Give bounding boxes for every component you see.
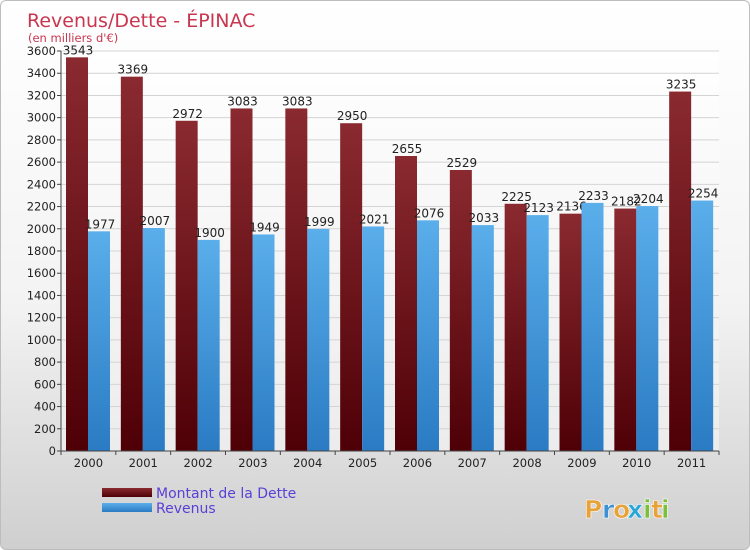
bar-dette — [504, 203, 527, 451]
data-label-revenus: 2007 — [140, 214, 171, 228]
data-label-dette: 3235 — [666, 78, 697, 92]
bar-revenus — [362, 226, 385, 451]
chart-title: Revenus/Dette - ÉPINAC — [27, 9, 255, 32]
grid — [61, 50, 719, 452]
data-label-revenus: 2021 — [359, 212, 390, 226]
data-label-dette: 3083 — [227, 94, 258, 108]
bar-dette — [669, 91, 692, 452]
data-label-dette: 2529 — [447, 156, 478, 170]
data-label-dette: 2950 — [337, 109, 368, 123]
bar-dette — [230, 108, 253, 451]
bar-dette — [120, 76, 143, 452]
axes: 0 200 400 600 800 1000 1200 1400 1600 1800 2000 220… — [27, 44, 720, 470]
y-tick-label: 1400 — [27, 288, 56, 302]
y-tick-label: 800 — [34, 355, 56, 369]
y-tick-label: 2400 — [27, 177, 56, 191]
logo-letter: x — [627, 495, 643, 524]
data-label-dette: 2225 — [501, 190, 532, 204]
logo-letter: i — [661, 495, 670, 524]
bar-dette — [340, 123, 363, 451]
legend-swatch-dette — [102, 488, 152, 497]
bar-revenus — [307, 228, 330, 451]
y-tick-label: 2000 — [27, 222, 56, 236]
x-tick-label: 2005 — [348, 456, 377, 470]
y-tick-label: 3000 — [27, 111, 56, 125]
y-tick-label: 1600 — [27, 266, 56, 280]
data-label-revenus: 2254 — [688, 187, 719, 201]
x-tick-label: 2011 — [677, 456, 706, 470]
legend-label-dette: Montant de la Dette — [156, 486, 296, 502]
bar-revenus — [691, 200, 714, 451]
bar-revenus — [252, 234, 275, 451]
y-tick-label: 3600 — [27, 44, 56, 58]
y-tick-label: 2600 — [27, 155, 56, 169]
y-tick-label: 2200 — [27, 200, 56, 214]
x-tick-label: 2009 — [567, 456, 596, 470]
data-label-dette: 2655 — [392, 142, 423, 156]
logo-letter: P — [584, 495, 602, 524]
x-tick-label: 2004 — [293, 456, 322, 470]
data-label-revenus: 1999 — [304, 215, 335, 229]
data-label-revenus: 2233 — [578, 189, 609, 203]
y-tick-label: 2800 — [27, 133, 56, 147]
logo-letter: i — [643, 495, 652, 524]
bar-dette — [285, 108, 308, 451]
y-tick-label: 3400 — [27, 66, 56, 80]
data-label-revenus: 1977 — [85, 217, 116, 231]
legend-label-revenus: Revenus — [156, 501, 216, 517]
logo-letter: t — [651, 495, 663, 524]
chart-subtitle: (en milliers d'€) — [28, 31, 118, 45]
bar-dette — [66, 57, 88, 451]
x-tick-label: 2003 — [238, 456, 267, 470]
bar-dette — [614, 208, 637, 451]
y-tick-label: 200 — [34, 422, 56, 436]
bar-revenus — [636, 206, 659, 451]
legend-swatch-revenus — [102, 503, 152, 512]
bar-revenus — [526, 215, 549, 451]
data-label-dette: 2972 — [172, 107, 203, 121]
data-label-dette: 3369 — [118, 63, 149, 77]
x-tick-label: 2002 — [183, 456, 212, 470]
data-label-revenus: 2033 — [469, 211, 500, 225]
x-tick-label: 2000 — [74, 456, 103, 470]
bar-revenus — [197, 239, 220, 451]
bar-dette — [395, 156, 417, 451]
data-label-dette: 3543 — [63, 43, 94, 57]
y-tick-label: 1000 — [27, 333, 56, 347]
bar-revenus — [471, 225, 494, 451]
x-tick-label: 2007 — [458, 456, 487, 470]
logo-letter: r — [602, 495, 615, 524]
data-label-dette: 3083 — [282, 94, 313, 108]
data-label-revenus: 2123 — [523, 201, 554, 215]
bar-dette — [449, 170, 472, 451]
data-label-dette: 2136 — [556, 200, 587, 214]
logo-letter: o — [613, 495, 630, 524]
y-tick-label: 3200 — [27, 88, 56, 102]
data-label-revenus: 1900 — [194, 226, 225, 240]
bar-revenus — [581, 202, 604, 451]
y-tick-label: 1800 — [27, 244, 56, 258]
data-label-revenus: 1949 — [249, 220, 280, 234]
x-tick-label: 2008 — [512, 456, 541, 470]
y-tick-label: 1200 — [27, 311, 56, 325]
x-tick-label: 2001 — [129, 456, 158, 470]
x-tick-label: 2010 — [622, 456, 651, 470]
y-tick-label: 400 — [34, 400, 56, 414]
bar-dette — [559, 213, 582, 451]
bar-revenus — [142, 228, 165, 451]
y-tick-label: 0 — [49, 444, 56, 458]
x-tick-label: 2006 — [403, 456, 432, 470]
bars: 3543 1977 3369 2007 2972 1900 3083 1949 3083 1999… — [63, 43, 719, 452]
bar-dette — [175, 120, 198, 452]
data-label-revenus: 2076 — [414, 206, 445, 220]
bar-revenus — [417, 220, 439, 451]
data-label-revenus: 2204 — [633, 192, 664, 206]
y-tick-label: 600 — [34, 377, 56, 391]
data-label-dette: 2182 — [611, 195, 642, 209]
bar-revenus — [88, 231, 110, 451]
